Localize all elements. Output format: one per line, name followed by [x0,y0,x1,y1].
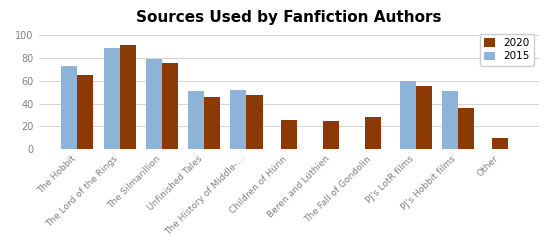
Bar [61,66,78,149]
Bar [246,95,262,149]
Bar [188,91,204,149]
Legend: 2020, 2015: 2020, 2015 [480,34,534,66]
Bar [399,80,416,149]
Bar [280,120,297,149]
Bar [162,63,178,149]
Bar [103,48,119,149]
Bar [492,138,508,149]
Bar [458,108,474,149]
Bar [442,91,458,149]
Bar [416,86,432,149]
Bar [119,45,136,149]
Bar [365,117,381,149]
Bar [323,121,339,149]
Bar [230,90,246,149]
Bar [78,75,94,149]
Title: Sources Used by Fanfiction Authors: Sources Used by Fanfiction Authors [136,10,442,25]
Bar [204,97,220,149]
Bar [146,59,162,149]
